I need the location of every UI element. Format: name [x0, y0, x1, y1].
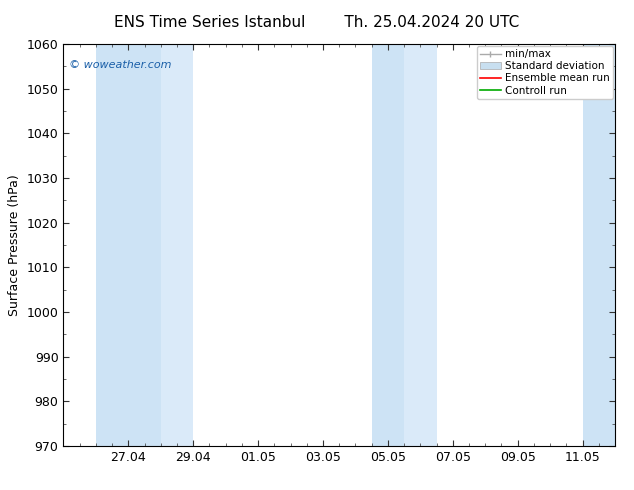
- Bar: [161, 44, 193, 446]
- Bar: [404, 44, 437, 446]
- Text: ENS Time Series Istanbul        Th. 25.04.2024 20 UTC: ENS Time Series Istanbul Th. 25.04.2024 …: [114, 15, 520, 30]
- Legend: min/max, Standard deviation, Ensemble mean run, Controll run: min/max, Standard deviation, Ensemble me…: [477, 46, 613, 98]
- Text: © woweather.com: © woweather.com: [69, 60, 171, 70]
- Bar: [96, 44, 161, 446]
- Y-axis label: Surface Pressure (hPa): Surface Pressure (hPa): [8, 174, 21, 316]
- Bar: [583, 44, 615, 446]
- Bar: [372, 44, 404, 446]
